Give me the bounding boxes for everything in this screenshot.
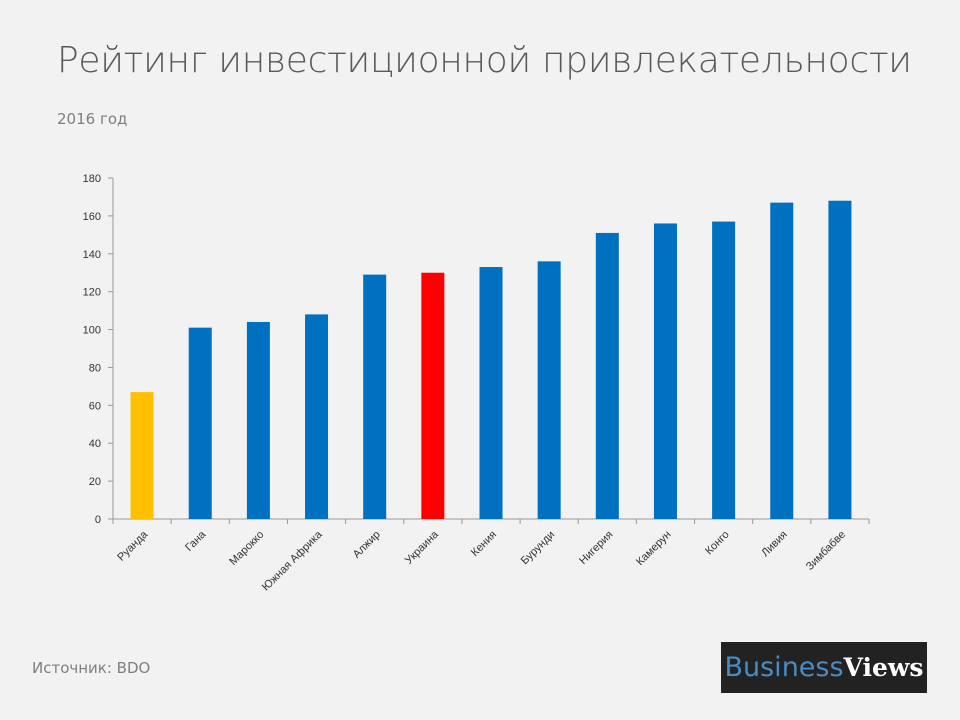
y-tick-label: 160 — [83, 211, 101, 223]
bar-6 — [421, 272, 445, 519]
bar-10 — [653, 223, 677, 519]
bar-9 — [595, 232, 619, 519]
y-tick-label: 80 — [89, 362, 101, 374]
bar-12 — [770, 202, 794, 519]
x-tick-label: Южная Африка — [260, 528, 325, 593]
logo-part1: Business — [724, 652, 844, 683]
bar-3 — [246, 321, 270, 519]
x-tick-label: Зимбабве — [804, 529, 848, 573]
bar-5 — [363, 274, 387, 519]
y-tick-label: 0 — [95, 514, 101, 526]
y-tick-label: 60 — [89, 400, 101, 412]
chart-title: Рейтинг инвестиционной привлекательности — [57, 40, 912, 81]
logo-part2: Views — [843, 653, 924, 682]
x-tick-label: Конго — [703, 529, 732, 558]
chart-subtitle: 2016 год — [57, 110, 128, 128]
y-tick-label: 180 — [83, 173, 101, 185]
bar-8 — [537, 261, 561, 519]
x-tick-label: Гана — [183, 528, 209, 554]
y-tick-label: 140 — [83, 249, 101, 261]
bar-1 — [130, 392, 154, 519]
y-tick-label: 20 — [89, 476, 101, 488]
x-tick-label: Кения — [469, 529, 499, 559]
bar-4 — [305, 314, 329, 519]
y-tick-label: 40 — [89, 438, 101, 450]
y-tick-label: 120 — [83, 287, 101, 299]
x-tick-label: Руанда — [115, 528, 151, 564]
x-tick-label: Марокко — [227, 529, 266, 568]
bar-11 — [712, 221, 736, 520]
x-tick-label: Алжир — [351, 529, 383, 561]
bar-7 — [479, 267, 503, 519]
y-tick-label: 100 — [83, 325, 101, 337]
x-tick-label: Камерун — [634, 529, 673, 568]
bar-13 — [828, 200, 852, 519]
x-tick-label: Украина — [403, 528, 442, 567]
x-tick-label: Бурунди — [519, 529, 558, 568]
x-tick-label: Нигерия — [577, 529, 615, 567]
source-note: Источник: BDO — [32, 659, 151, 677]
businessviews-logo: Business Views — [721, 642, 927, 693]
x-tick-label: Ливия — [759, 529, 790, 560]
bar-2 — [188, 327, 212, 519]
